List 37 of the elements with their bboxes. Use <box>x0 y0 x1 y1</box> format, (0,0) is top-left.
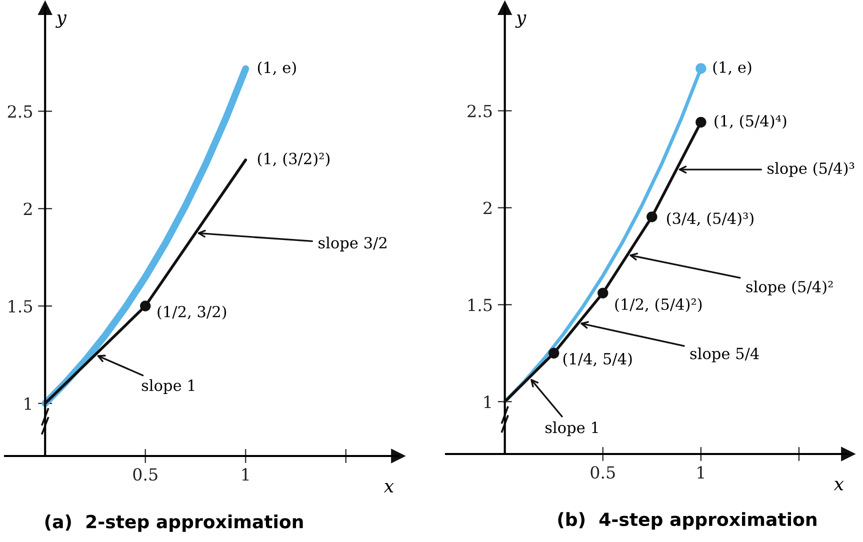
y-axis-title: y <box>515 14 526 28</box>
text: (a) 2-step approximation <box>45 514 303 532</box>
point <box>646 211 658 222</box>
y-tick-label: 2 <box>484 202 492 214</box>
x-tick-label: 1 <box>242 468 249 480</box>
x-tick-label: 0.5 <box>590 466 615 479</box>
y-tick-label: 1.5 <box>8 300 32 313</box>
y-tick-label: 1 <box>484 396 491 408</box>
x-axis-title: x <box>384 482 394 492</box>
point <box>548 348 560 359</box>
annotation: (1, (3/2)²) <box>258 152 330 167</box>
y-tick-label: 1 <box>24 397 31 410</box>
annotation: slope (5/4)³ <box>768 162 854 177</box>
annotation: (1/2, (5/4)²) <box>615 298 702 312</box>
annotation: slope 3/2 <box>318 236 386 252</box>
text: (b) 4-step approximation <box>558 512 816 530</box>
annotation: (1/4, 5/4) <box>563 352 632 367</box>
x-tick-label: 1 <box>698 466 704 478</box>
annotation: slope 1 <box>545 421 598 436</box>
y-tick-label: 2 <box>24 202 32 215</box>
annotation: (1, e) <box>713 61 752 76</box>
annotation: slope 5/4 <box>690 347 759 362</box>
x-tick-label: 0.5 <box>133 468 158 481</box>
x-axis-title: x <box>834 480 844 490</box>
point <box>696 116 706 128</box>
y-tick-label: 2.5 <box>468 104 492 118</box>
point <box>696 63 706 74</box>
annotation: (1, e) <box>258 61 296 76</box>
point <box>598 288 608 298</box>
annotation: (1, (5/4)⁴) <box>714 114 786 129</box>
annotation: (3/4, (5/4)³) <box>667 212 754 226</box>
annotation: slope 1 <box>142 379 194 394</box>
annotation: slope (5/4)² <box>746 280 833 296</box>
y-tick-label: 1.5 <box>468 298 492 312</box>
annotation: (1/2, 3/2) <box>158 306 226 320</box>
y-axis-title: y <box>56 14 67 28</box>
y-tick-label: 2.5 <box>8 105 32 118</box>
